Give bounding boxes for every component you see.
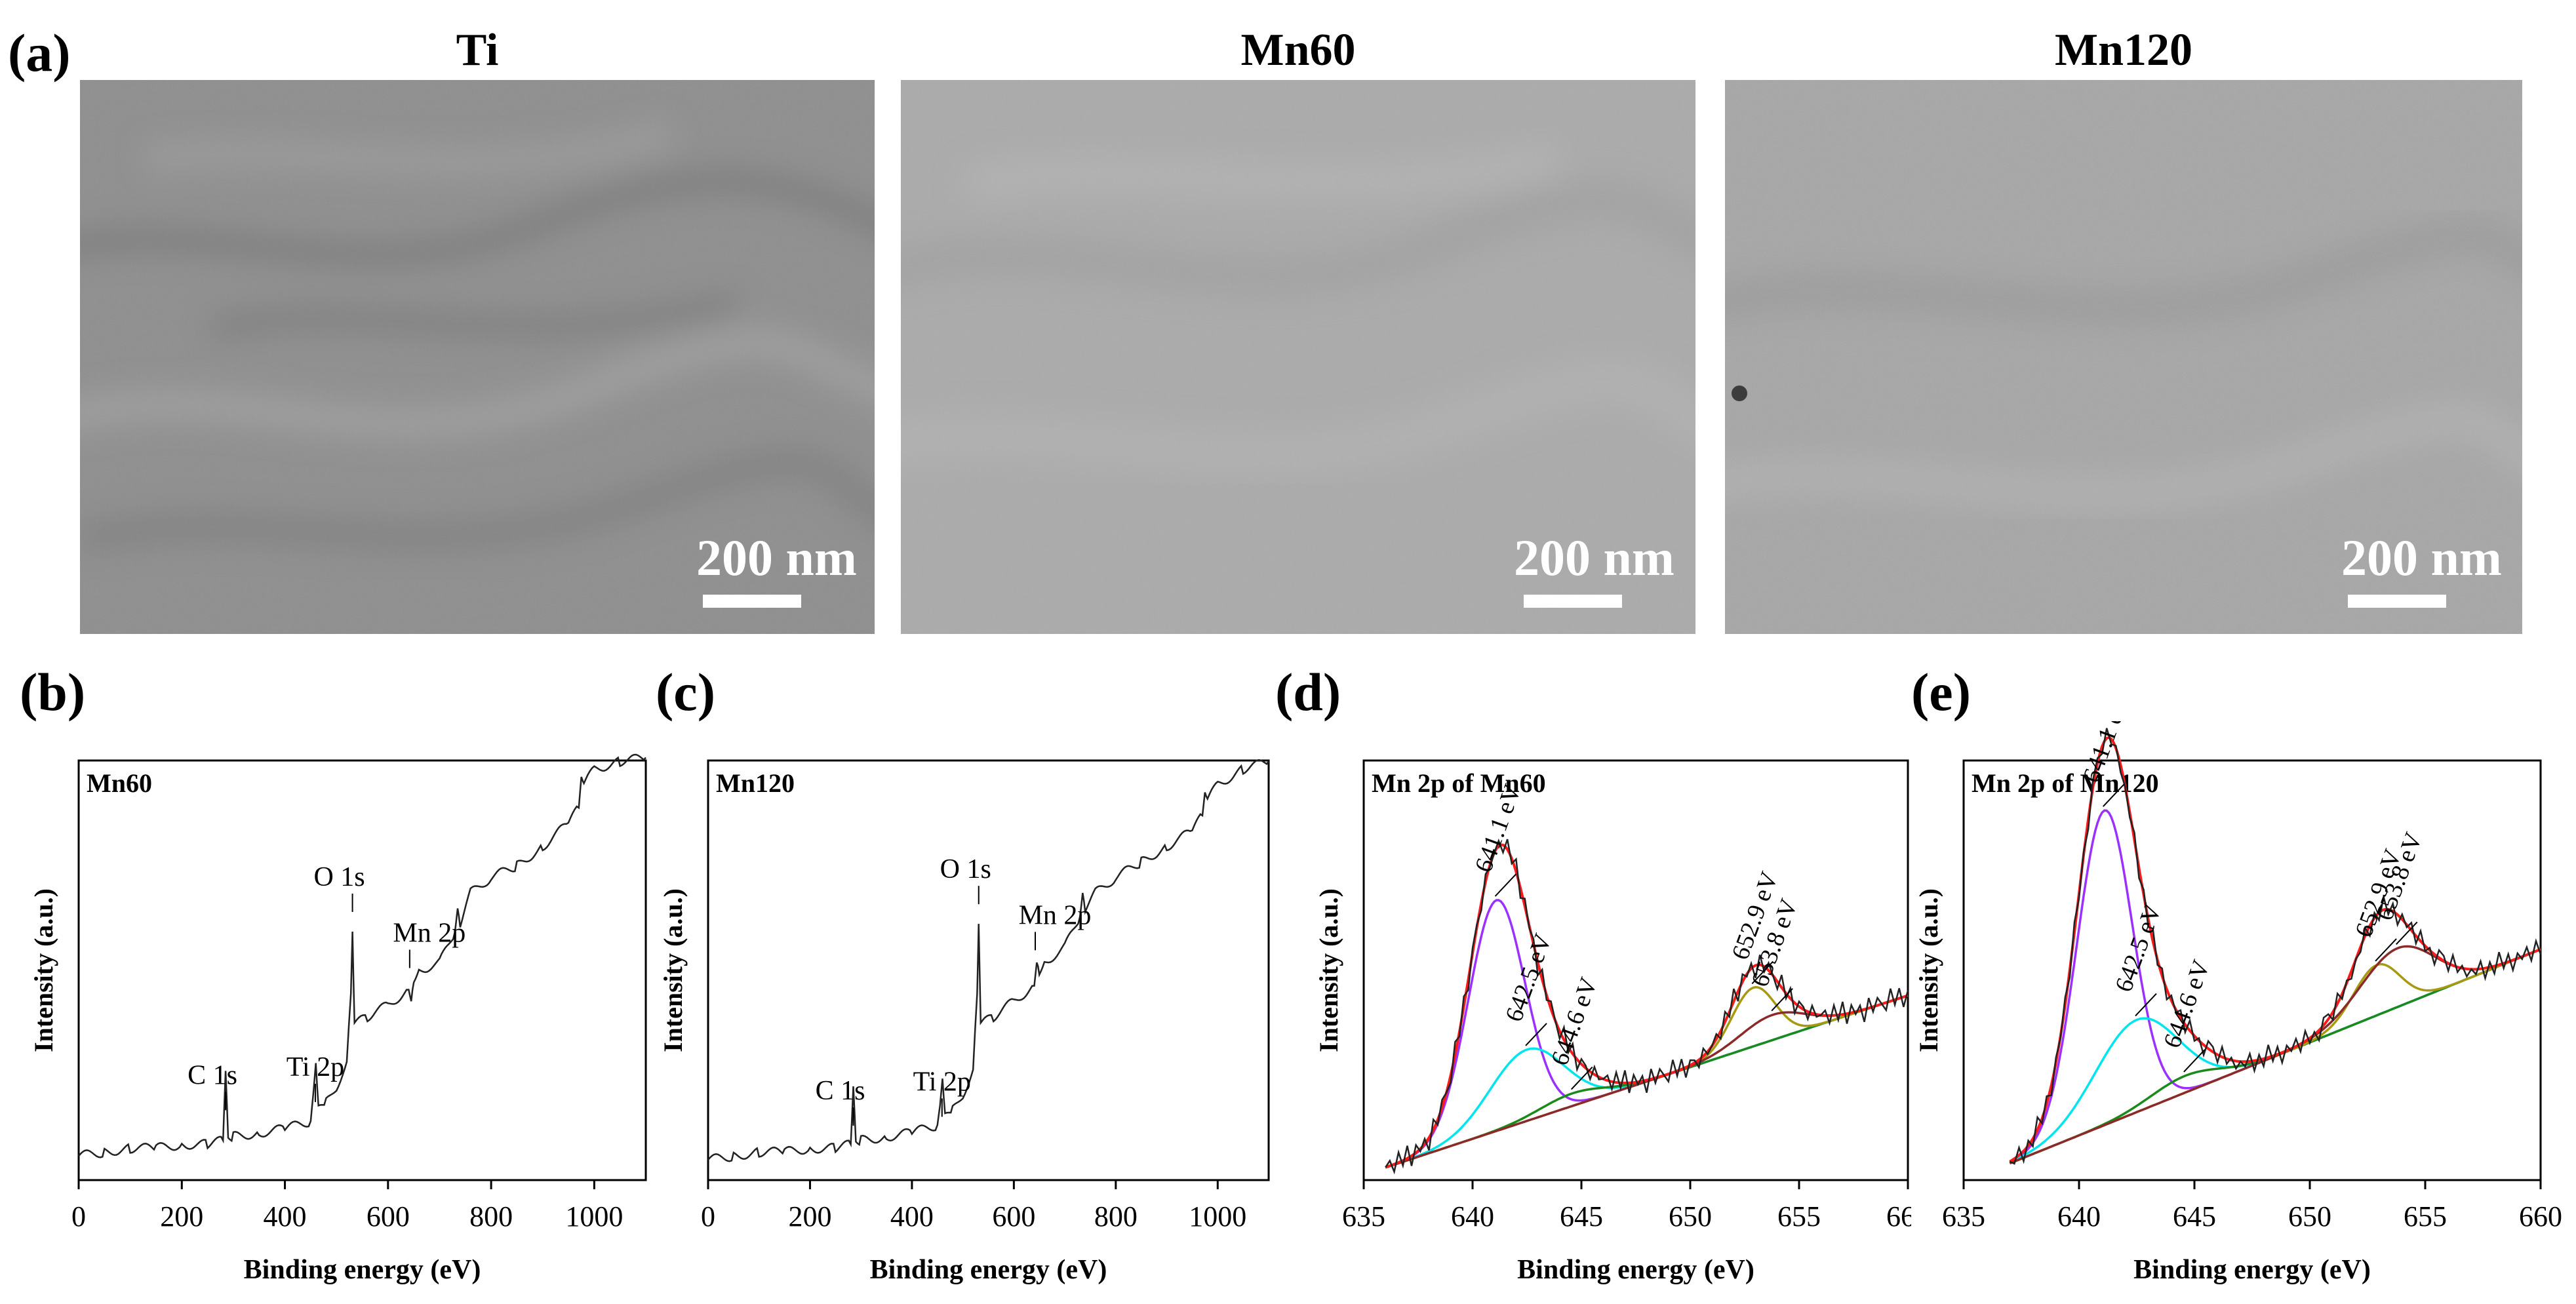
y-axis-label: Intensity (a.u.) bbox=[658, 888, 688, 1052]
component-peak-line bbox=[2009, 809, 2541, 1164]
panel-a-letter: (a) bbox=[8, 23, 71, 83]
x-tick-label: 1000 bbox=[565, 1200, 623, 1233]
x-tick-label: 660 bbox=[2519, 1200, 2562, 1233]
sem-texture-ti bbox=[80, 80, 875, 634]
x-tick-label: 635 bbox=[1342, 1200, 1385, 1233]
peak-leader bbox=[2135, 993, 2157, 1017]
sem-title-mn120: Mn120 bbox=[2055, 25, 2192, 75]
peak-leader bbox=[1751, 960, 1774, 985]
scale-label-mn120: 200 nm bbox=[2341, 529, 2502, 586]
x-tick-label: 0 bbox=[71, 1200, 86, 1233]
y-axis-label: Intensity (a.u.) bbox=[1914, 888, 1943, 1052]
x-tick-label: 400 bbox=[264, 1200, 307, 1233]
component-peak-line bbox=[1385, 899, 1909, 1169]
chart-c-survey-mn120: 0 200 400 600 800 1000 Mn120 Binding energy (eV… bbox=[658, 759, 1270, 1285]
x-tick-label: 600 bbox=[992, 1200, 1035, 1233]
y-axis-label: Intensity (a.u.) bbox=[1314, 888, 1343, 1052]
sem-image-ti: 200 nm bbox=[80, 80, 875, 634]
x-tick-label: 1000 bbox=[1189, 1200, 1246, 1233]
plot-frame bbox=[77, 759, 647, 1181]
fit-envelope-line bbox=[2009, 736, 2541, 1163]
x-axis-label: Binding energy (eV) bbox=[870, 1255, 1107, 1285]
x-tick-label: 655 bbox=[1777, 1200, 1821, 1233]
peak-label: Ti 2p bbox=[913, 1067, 971, 1097]
x-tick-label: 655 bbox=[2404, 1200, 2447, 1233]
chart-title: Mn 2p of Mn120 bbox=[1972, 768, 2159, 798]
x-tick-label: 645 bbox=[1560, 1200, 1603, 1233]
sem-title-mn60: Mn60 bbox=[1240, 25, 1356, 75]
peak-leader bbox=[2102, 783, 2125, 807]
panel-e-letter: (e) bbox=[1911, 662, 1972, 722]
sem-texture-mn60 bbox=[901, 80, 1695, 634]
peak-leader bbox=[1771, 988, 1793, 1012]
chart-title: Mn 2p of Mn60 bbox=[1372, 768, 1546, 798]
peak-label: Mn 2p bbox=[1019, 900, 1092, 930]
scale-bar-ti bbox=[703, 595, 801, 608]
peak-energy-label: 642.5 eV bbox=[1500, 930, 1557, 1025]
sem-image-mn60: 200 nm bbox=[901, 80, 1695, 634]
sem-image-mn120: 200 nm bbox=[1725, 80, 2522, 634]
y-axis-label: Intensity (a.u.) bbox=[29, 888, 58, 1052]
x-axis-label: Binding energy (eV) bbox=[244, 1255, 481, 1285]
x-tick-label: 400 bbox=[890, 1200, 934, 1233]
plot-frame bbox=[1962, 759, 2542, 1181]
peak-label: C 1s bbox=[816, 1076, 865, 1106]
x-tick-label: 800 bbox=[1094, 1200, 1138, 1233]
x-tick-label: 635 bbox=[1942, 1200, 1985, 1233]
survey-spectrum-line bbox=[78, 753, 646, 1158]
scale-bar-mn60 bbox=[1524, 595, 1622, 608]
peak-label: Ti 2p bbox=[287, 1052, 344, 1082]
survey-spectrum-line bbox=[707, 759, 1269, 1162]
x-tick-label: 645 bbox=[2173, 1200, 2216, 1233]
raw-data-line bbox=[2009, 728, 2542, 1165]
peak-label: Mn 2p bbox=[393, 919, 466, 949]
peak-leader bbox=[2396, 921, 2418, 945]
peak-label: O 1s bbox=[313, 862, 365, 892]
plot-frame bbox=[707, 759, 1270, 1181]
peak-energy-label: 642.5 eV bbox=[2110, 900, 2167, 996]
x-tick-label: 650 bbox=[2288, 1200, 2331, 1233]
scale-bar-mn120 bbox=[2348, 595, 2446, 608]
x-tick-label: 800 bbox=[469, 1200, 513, 1233]
chart-d-mn2p-mn60: 635 640 645 650 655 660 Mn 2p of Mn60 Binding e… bbox=[1314, 759, 1911, 1285]
peak-leader bbox=[1570, 1066, 1593, 1090]
x-tick-label: 600 bbox=[367, 1200, 410, 1233]
peak-label: O 1s bbox=[940, 854, 991, 884]
x-tick-label: 200 bbox=[160, 1200, 203, 1233]
x-tick-label: 200 bbox=[788, 1200, 831, 1233]
chart-e-mn2p-mn120: 635 640 645 650 655 660 Mn 2p of Mn120 Binding … bbox=[1914, 721, 2562, 1285]
sem-title-ti: Ti bbox=[456, 25, 499, 75]
x-axis-label: Binding energy (eV) bbox=[1517, 1255, 1754, 1285]
peak-leader bbox=[2375, 938, 2397, 962]
scale-label-ti: 200 nm bbox=[696, 529, 857, 586]
panel-d-letter: (d) bbox=[1275, 662, 1341, 722]
panel-c-letter: (c) bbox=[656, 662, 716, 722]
chart-title: Mn120 bbox=[716, 768, 795, 798]
peak-leader bbox=[1494, 873, 1517, 897]
sem-texture-mn120 bbox=[1725, 80, 2522, 634]
peak-leader bbox=[1525, 1023, 1547, 1046]
peak-energy-label: 644.6 eV bbox=[2158, 956, 2215, 1052]
plot-frame bbox=[1362, 759, 1909, 1181]
fit-envelope-line bbox=[1385, 843, 1909, 1169]
x-tick-label: 650 bbox=[1669, 1200, 1712, 1233]
x-tick-label: 660 bbox=[1886, 1200, 1911, 1233]
chart-title: Mn60 bbox=[87, 768, 152, 798]
chart-b-survey-mn60: 0 200 400 600 800 1000 Mn60 Binding energy (eV)… bbox=[29, 753, 647, 1285]
peak-leader bbox=[2183, 1049, 2206, 1073]
panel-b-letter: (b) bbox=[20, 662, 86, 722]
x-tick-label: 640 bbox=[2057, 1200, 2101, 1233]
x-axis-label: Binding energy (eV) bbox=[2133, 1255, 2371, 1285]
scale-label-mn60: 200 nm bbox=[1514, 529, 1674, 586]
x-tick-label: 0 bbox=[701, 1200, 715, 1233]
raw-data-line bbox=[1385, 839, 1909, 1175]
x-tick-label: 640 bbox=[1451, 1200, 1494, 1233]
peak-label: C 1s bbox=[188, 1060, 237, 1090]
